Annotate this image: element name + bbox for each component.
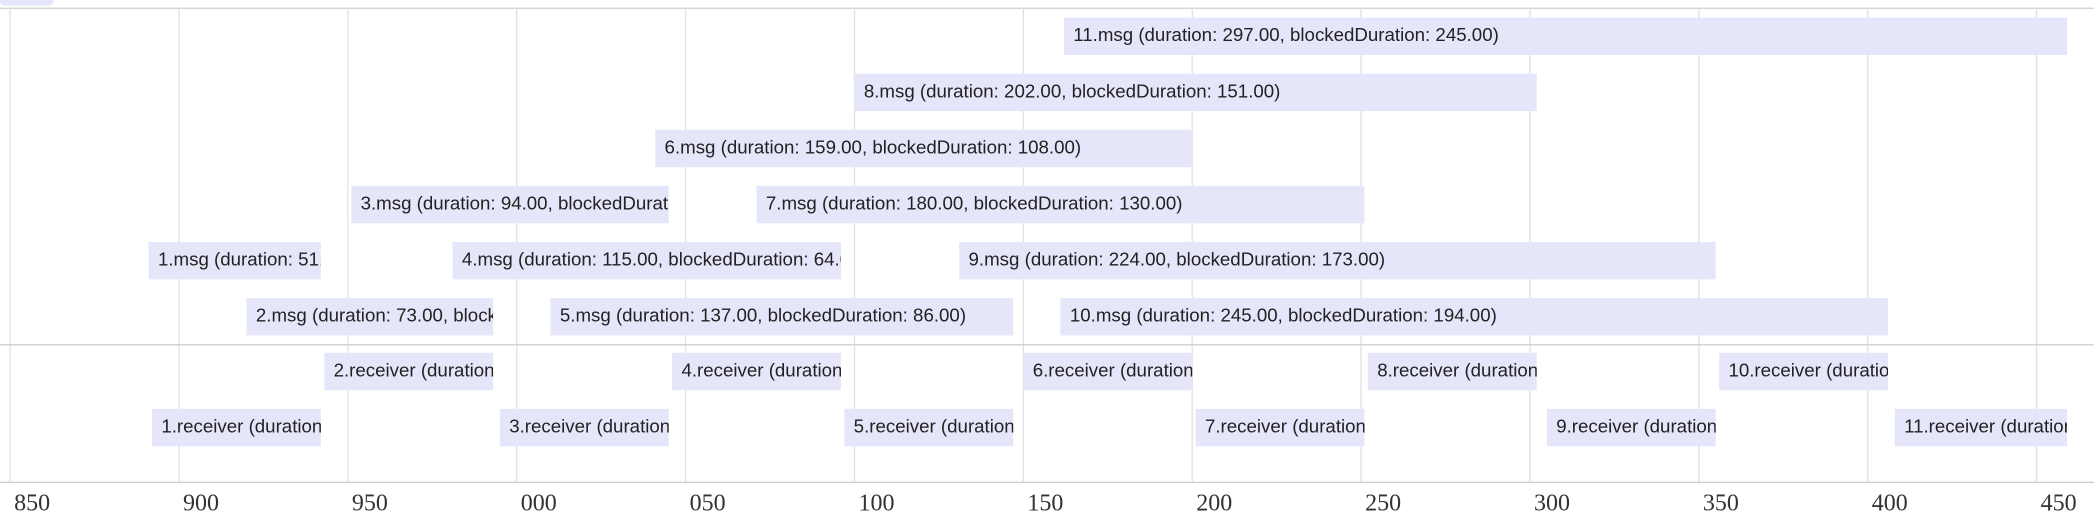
x-tick-label: 350 (1703, 491, 1739, 517)
bar-label: 1.receiver (duration (161, 416, 322, 437)
bar-label: 9.msg (duration: 224.00, blockedDuration… (969, 249, 1386, 270)
x-tick-label: 300 (1534, 491, 1570, 517)
bar-label: 11.receiver (duration (1904, 416, 2074, 437)
x-tick-label: 400 (1872, 491, 1908, 517)
bar (1060, 298, 1888, 336)
bar (151, 408, 321, 447)
bar (1894, 408, 2067, 447)
bar (452, 241, 841, 280)
bar (324, 352, 494, 391)
x-tick-label: 950 (352, 491, 388, 517)
x-tick-label: 100 (858, 491, 894, 517)
bar (655, 129, 1193, 168)
bar (756, 185, 1365, 224)
bar (1719, 352, 1888, 391)
bar (550, 298, 1014, 336)
bar (854, 73, 1537, 112)
bar-label: 6.receiver (duration (1033, 359, 1194, 380)
bar-label: 10.receiver (duratio (1728, 359, 1889, 380)
bar-label: 8.msg (duration: 202.00, blockedDuration… (864, 80, 1281, 101)
bar (959, 241, 1716, 280)
bar-label: 7.receiver (duration (1205, 416, 1366, 437)
bar-label: 2.receiver (duration: (334, 359, 500, 380)
bar-label: 1.msg (duration: 51. (158, 249, 324, 270)
bar (1063, 17, 2067, 56)
bar (1023, 352, 1193, 391)
bar-label: 5.msg (duration: 137.00, blockedDuration… (560, 305, 966, 326)
x-tick-label: 850 (14, 491, 50, 517)
bar-label: 11.msg (duration: 297.00, blockedDuratio… (1073, 24, 1499, 45)
bar-label: 9.receiver (duration (1556, 416, 1717, 437)
bar (1367, 352, 1537, 391)
x-tick-label: 250 (1365, 491, 1401, 517)
bar (351, 185, 669, 224)
bar (844, 408, 1014, 447)
bar-label: 5.receiver (duration: (854, 416, 1020, 437)
x-tick-label: 450 (2041, 491, 2077, 517)
bar-label: 4.msg (duration: 115.00, blockedDuration… (462, 249, 850, 270)
corner-tab (0, 0, 54, 6)
x-tick-label: 200 (1196, 491, 1232, 517)
bar (246, 298, 494, 336)
bar (672, 352, 841, 391)
x-tick-label: 900 (183, 491, 219, 517)
bar (148, 241, 321, 280)
bar-label: 8.receiver (duration: (1377, 359, 1543, 380)
bar (499, 408, 669, 447)
bar-label: 3.msg (duration: 94.00, blockedDuratio (361, 193, 683, 214)
bar-label: 10.msg (duration: 245.00, blockedDuratio… (1070, 305, 1497, 326)
x-tick-label: 050 (690, 491, 726, 517)
x-tick-label: 150 (1027, 491, 1063, 517)
bar-label: 3.receiver (duration (509, 416, 670, 437)
bar-label: 2.msg (duration: 73.00, blocke (256, 305, 507, 326)
bar-label: 6.msg (duration: 159.00, blockedDuration… (665, 136, 1082, 157)
bar-label: 7.msg (duration: 180.00, blockedDuration… (766, 193, 1183, 214)
x-tick-label: 000 (521, 491, 557, 517)
bar-label: 4.receiver (duration (681, 359, 842, 380)
bar (1195, 408, 1365, 447)
bar (1546, 408, 1716, 447)
